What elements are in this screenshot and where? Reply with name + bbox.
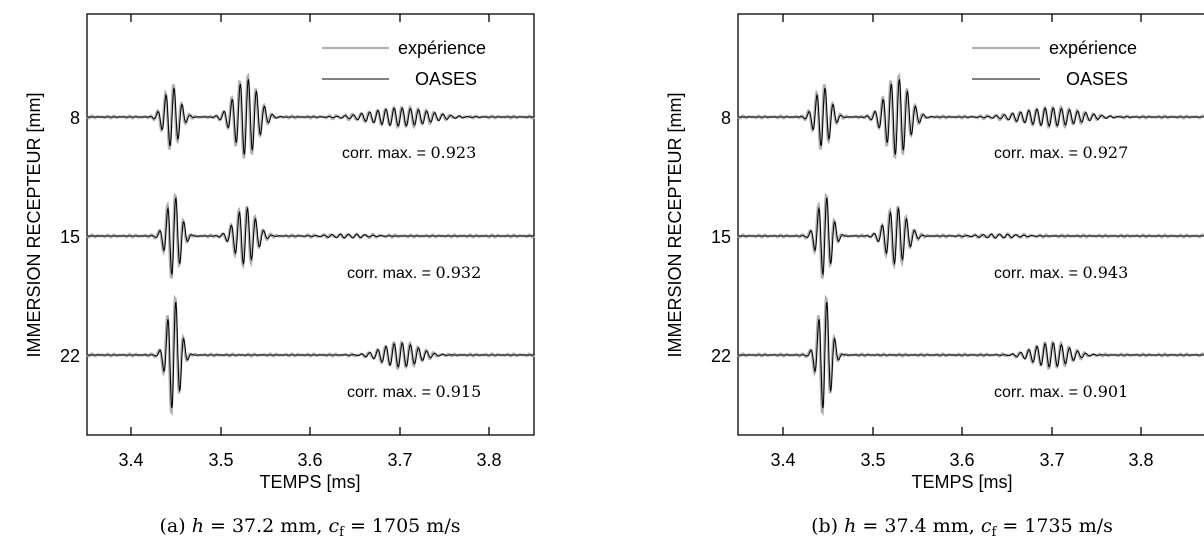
y-tick-labels: 8 15 22 xyxy=(60,108,80,366)
y-tick-label: 15 xyxy=(60,227,80,247)
panel-caption: (b) h = 37.4 mm, cf = 1735 m/s xyxy=(811,515,1113,540)
x-tick-label: 3.7 xyxy=(1039,450,1064,470)
panel-b: 3.4 3.5 3.6 3.7 3.8 8 15 22 TEMPS [ms] I… xyxy=(665,13,1204,540)
legend-label-oases: OASES xyxy=(415,69,477,89)
x-tick-label: 3.6 xyxy=(297,450,322,470)
y-axis-label: IMMERSION RECEPTEUR [mm] xyxy=(24,92,44,357)
corr-annotation: corr. max. = 0.923 xyxy=(342,143,476,162)
x-tick-label: 3.7 xyxy=(387,450,412,470)
legend: expérience OASES xyxy=(972,38,1137,89)
plot-frame xyxy=(737,13,1204,436)
x-tick-label: 3.4 xyxy=(118,450,143,470)
y-axis-label: IMMERSION RECEPTEUR [mm] xyxy=(665,92,685,357)
x-tick-label: 3.8 xyxy=(1128,450,1153,470)
x-tick-label: 3.6 xyxy=(949,450,974,470)
panel-a: 3.4 3.5 3.6 3.7 3.8 8 15 22 TEMPS [ms] I… xyxy=(24,13,535,540)
x-axis-label: TEMPS [ms] xyxy=(259,472,360,492)
x-tick-labels: 3.4 3.5 3.6 3.7 3.8 xyxy=(770,450,1153,470)
corr-annotation: corr. max. = 0.932 xyxy=(347,263,481,282)
corr-annotation: corr. max. = 0.915 xyxy=(347,382,481,401)
oases-trace-15mm xyxy=(87,197,534,276)
y-tick-label: 8 xyxy=(70,108,80,128)
x-tick-label: 3.5 xyxy=(860,450,885,470)
y-tick-label: 15 xyxy=(711,227,731,247)
x-tick-label: 3.4 xyxy=(770,450,795,470)
x-tick-labels: 3.4 3.5 3.6 3.7 3.8 xyxy=(118,450,501,470)
oases-trace-22mm xyxy=(738,301,1204,409)
x-tick-label: 3.5 xyxy=(208,450,233,470)
oases-trace-22mm xyxy=(87,301,534,409)
legend: expérience OASES xyxy=(322,38,486,89)
legend-label-experience: expérience xyxy=(398,38,486,58)
y-tick-labels: 8 15 22 xyxy=(711,108,731,366)
legend-label-experience: expérience xyxy=(1049,38,1137,58)
x-tick-label: 3.8 xyxy=(476,450,501,470)
corr-annotation: corr. max. = 0.927 xyxy=(994,143,1128,162)
x-axis-label: TEMPS [ms] xyxy=(911,472,1012,492)
waveform-traces xyxy=(86,72,535,417)
waveform-traces xyxy=(737,72,1204,417)
y-tick-label: 8 xyxy=(721,108,731,128)
oases-trace-8mm xyxy=(738,78,1204,156)
panel-caption: (a) h = 37.2 mm, cf = 1705 m/s xyxy=(160,515,461,540)
x-tick-marks xyxy=(130,14,490,435)
oases-trace-8mm xyxy=(87,78,534,156)
x-tick-marks xyxy=(782,14,1142,435)
corr-annotation: corr. max. = 0.901 xyxy=(994,382,1128,401)
legend-label-oases: OASES xyxy=(1066,69,1128,89)
corr-annotation: corr. max. = 0.943 xyxy=(994,263,1128,282)
y-tick-label: 22 xyxy=(60,346,80,366)
y-tick-label: 22 xyxy=(711,346,731,366)
oases-trace-15mm xyxy=(738,197,1204,276)
